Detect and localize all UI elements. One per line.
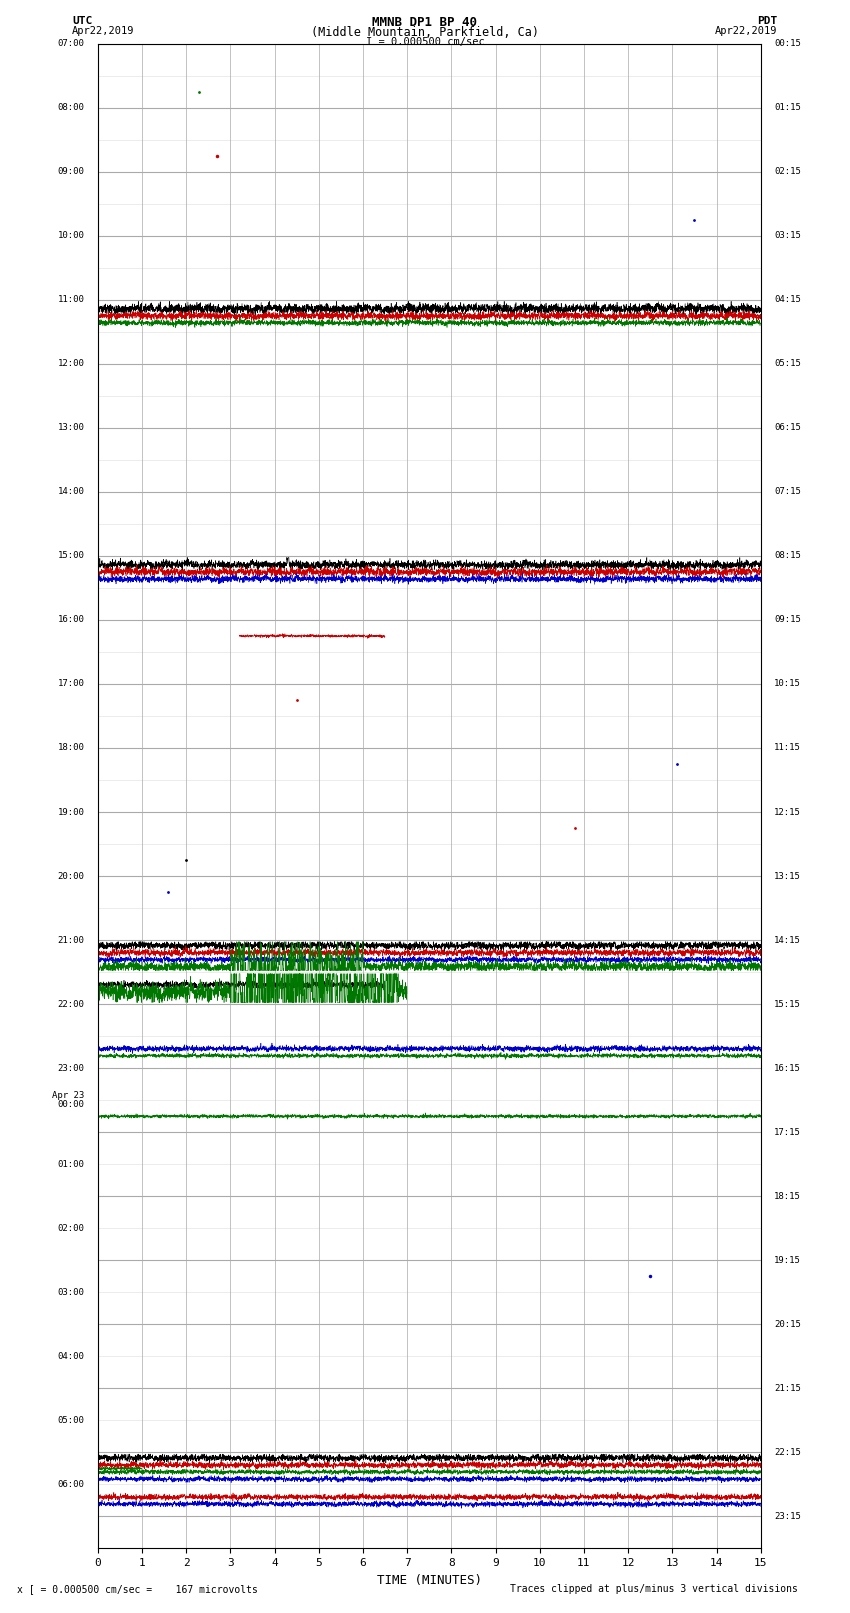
Text: 21:15: 21:15	[774, 1384, 801, 1394]
Text: 03:00: 03:00	[58, 1287, 84, 1297]
Text: 14:15: 14:15	[774, 936, 801, 945]
Text: 03:15: 03:15	[774, 231, 801, 240]
Text: x [ = 0.000500 cm/sec =    167 microvolts: x [ = 0.000500 cm/sec = 167 microvolts	[17, 1584, 258, 1594]
Text: 01:15: 01:15	[774, 103, 801, 111]
Text: 22:15: 22:15	[774, 1448, 801, 1457]
Text: 16:15: 16:15	[774, 1063, 801, 1073]
Text: 13:00: 13:00	[58, 423, 84, 432]
Text: 23:00: 23:00	[58, 1063, 84, 1073]
Text: 05:00: 05:00	[58, 1416, 84, 1424]
Text: 12:00: 12:00	[58, 360, 84, 368]
Text: 08:00: 08:00	[58, 103, 84, 111]
Text: 15:00: 15:00	[58, 552, 84, 560]
Text: 20:15: 20:15	[774, 1319, 801, 1329]
Text: Traces clipped at plus/minus 3 vertical divisions: Traces clipped at plus/minus 3 vertical …	[510, 1584, 798, 1594]
Text: 20:00: 20:00	[58, 871, 84, 881]
X-axis label: TIME (MINUTES): TIME (MINUTES)	[377, 1574, 482, 1587]
Text: 18:15: 18:15	[774, 1192, 801, 1200]
Text: 23:15: 23:15	[774, 1511, 801, 1521]
Text: 07:00: 07:00	[58, 39, 84, 48]
Text: 00:15: 00:15	[774, 39, 801, 48]
Text: 21:00: 21:00	[58, 936, 84, 945]
Text: 04:15: 04:15	[774, 295, 801, 305]
Text: 10:15: 10:15	[774, 679, 801, 689]
Text: 07:15: 07:15	[774, 487, 801, 497]
Text: 06:00: 06:00	[58, 1481, 84, 1489]
Text: 22:00: 22:00	[58, 1000, 84, 1008]
Text: (Middle Mountain, Parkfield, Ca): (Middle Mountain, Parkfield, Ca)	[311, 26, 539, 39]
Text: I = 0.000500 cm/sec: I = 0.000500 cm/sec	[366, 37, 484, 47]
Text: PDT: PDT	[757, 16, 778, 26]
Text: 09:15: 09:15	[774, 616, 801, 624]
Text: 08:15: 08:15	[774, 552, 801, 560]
Text: 11:15: 11:15	[774, 744, 801, 753]
Text: Apr22,2019: Apr22,2019	[72, 26, 135, 35]
Text: 18:00: 18:00	[58, 744, 84, 753]
Text: 13:15: 13:15	[774, 871, 801, 881]
Text: 05:15: 05:15	[774, 360, 801, 368]
Text: 10:00: 10:00	[58, 231, 84, 240]
Text: UTC: UTC	[72, 16, 93, 26]
Text: 19:00: 19:00	[58, 808, 84, 816]
Text: 14:00: 14:00	[58, 487, 84, 497]
Text: 12:15: 12:15	[774, 808, 801, 816]
Text: 02:00: 02:00	[58, 1224, 84, 1232]
Text: 04:00: 04:00	[58, 1352, 84, 1361]
Text: 11:00: 11:00	[58, 295, 84, 305]
Text: 17:00: 17:00	[58, 679, 84, 689]
Text: 01:00: 01:00	[58, 1160, 84, 1169]
Text: 06:15: 06:15	[774, 423, 801, 432]
Text: 19:15: 19:15	[774, 1257, 801, 1265]
Text: 16:00: 16:00	[58, 616, 84, 624]
Text: MMNB DP1 BP 40: MMNB DP1 BP 40	[372, 16, 478, 29]
Text: 17:15: 17:15	[774, 1127, 801, 1137]
Text: 02:15: 02:15	[774, 168, 801, 176]
Text: 00:00: 00:00	[58, 1100, 84, 1110]
Text: Apr22,2019: Apr22,2019	[715, 26, 778, 35]
Text: 09:00: 09:00	[58, 168, 84, 176]
Text: Apr 23: Apr 23	[52, 1092, 84, 1100]
Text: 15:15: 15:15	[774, 1000, 801, 1008]
